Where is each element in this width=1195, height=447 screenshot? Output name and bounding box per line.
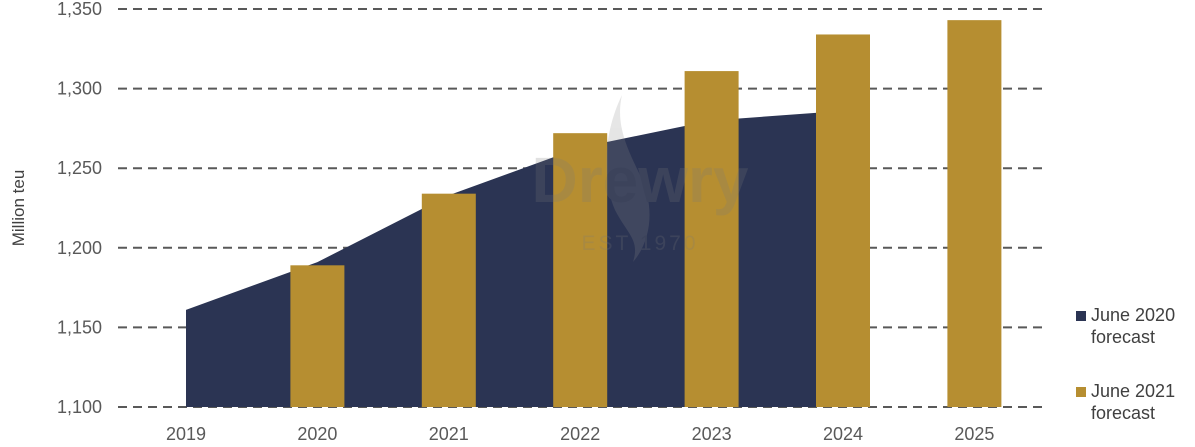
x-tick-label: 2023 bbox=[692, 424, 732, 444]
watermark-tagline: EST 1970 bbox=[581, 232, 698, 255]
x-tick-label: 2024 bbox=[823, 424, 863, 444]
legend-label-line2: forecast bbox=[1091, 327, 1155, 347]
june-2021-forecast-bars bbox=[290, 20, 1002, 408]
y-tick-label: 1,250 bbox=[57, 158, 102, 178]
drewry-watermark: Drewry EST 1970 bbox=[532, 95, 749, 262]
legend-swatch bbox=[1076, 387, 1086, 397]
y-tick-label: 1,100 bbox=[57, 397, 102, 417]
y-tick-label: 1,300 bbox=[57, 79, 102, 99]
x-tick-label: 2020 bbox=[297, 424, 337, 444]
legend-label-line1: June 2021 bbox=[1091, 381, 1175, 401]
y-axis-title: Million teu bbox=[9, 170, 28, 247]
y-tick-label: 1,150 bbox=[57, 317, 102, 337]
june-2020-forecast-area bbox=[186, 110, 843, 407]
flame-logo-icon bbox=[606, 95, 650, 262]
x-tick-label: 2022 bbox=[560, 424, 600, 444]
y-tick-label: 1,350 bbox=[57, 0, 102, 19]
legend-swatch bbox=[1076, 311, 1086, 321]
y-axis-ticks: 1,100 1,150 1,200 1,250 1,300 1,350 bbox=[57, 0, 102, 417]
bar-2021 bbox=[421, 193, 476, 407]
bar-2022 bbox=[553, 133, 608, 407]
bar-2025 bbox=[947, 20, 1002, 407]
bar-2023 bbox=[684, 71, 739, 407]
watermark-brand: Drewry bbox=[532, 144, 749, 216]
x-tick-label: 2025 bbox=[954, 424, 994, 444]
legend-label-line2: forecast bbox=[1091, 403, 1155, 423]
x-tick-label: 2021 bbox=[429, 424, 469, 444]
bar-2020 bbox=[290, 265, 345, 407]
x-tick-label: 2019 bbox=[166, 424, 206, 444]
bar-2024 bbox=[816, 34, 870, 408]
y-tick-label: 1,200 bbox=[57, 238, 102, 258]
area-series-june-2020 bbox=[186, 110, 843, 407]
x-axis-ticks: 2019 2020 2021 2022 2023 2024 2025 bbox=[166, 424, 994, 444]
legend-label-line1: June 2020 bbox=[1091, 305, 1175, 325]
